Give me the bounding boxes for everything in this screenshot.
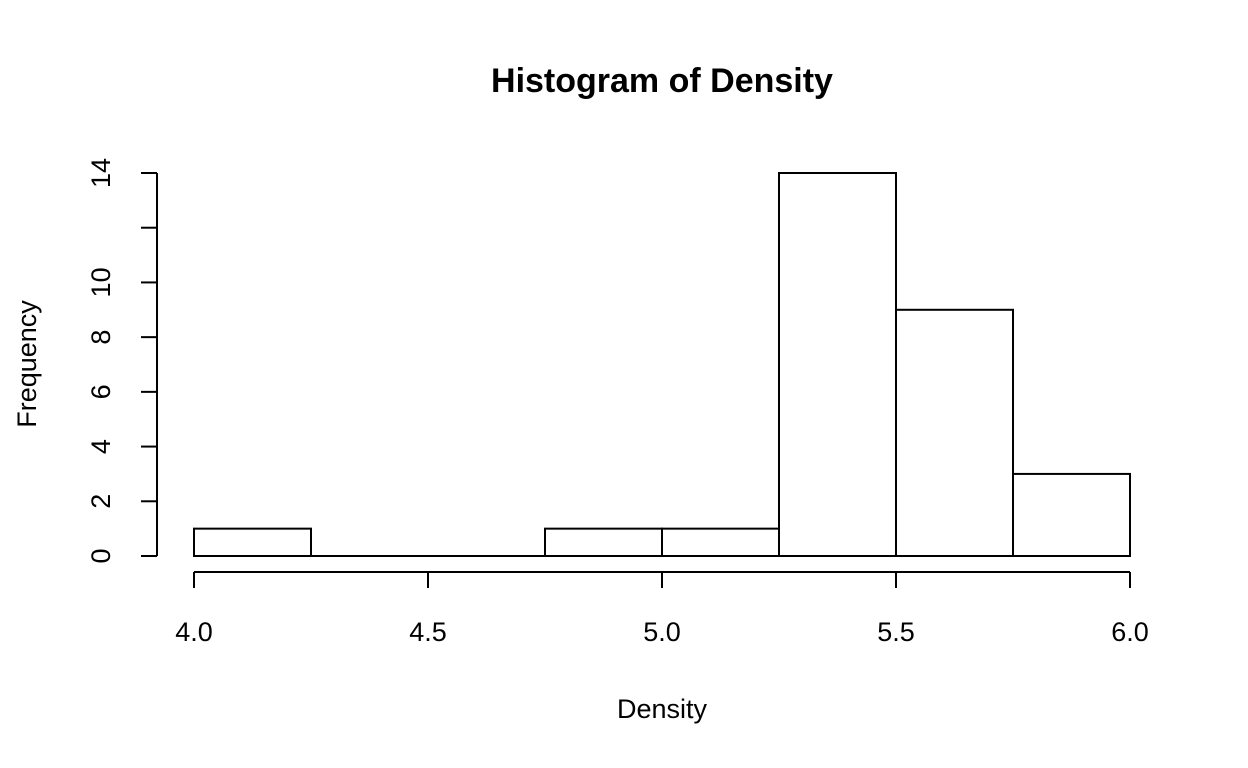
- y-axis: 0 2 4 6 8 10 14: [86, 158, 158, 564]
- histogram-bar: [544, 527, 663, 558]
- x-tick-label: 5.0: [643, 617, 681, 647]
- y-tick-label: 14: [86, 158, 116, 188]
- y-tick-label: 10: [86, 267, 116, 297]
- y-tick-label: 4: [86, 439, 116, 454]
- histogram-bar: [778, 172, 897, 557]
- chart-title: Histogram of Density: [491, 62, 833, 100]
- x-tick-label: 4.5: [409, 617, 447, 647]
- x-axis: 4.0 4.5 5.0 5.5 6.0: [175, 571, 1149, 647]
- x-axis-label: Density: [617, 694, 708, 724]
- y-tick-label: 6: [86, 384, 116, 399]
- histogram-bar: [895, 308, 1014, 557]
- y-axis-label: Frequency: [12, 300, 42, 428]
- x-tick-label: 4.0: [175, 617, 213, 647]
- histogram-bar: [1012, 472, 1131, 557]
- y-tick-label: 2: [86, 494, 116, 509]
- x-tick-label: 6.0: [1111, 617, 1149, 647]
- y-tick-label: 8: [86, 330, 116, 345]
- bars-group: [193, 172, 1131, 558]
- y-tick-label: 0: [86, 548, 116, 563]
- histogram-bar: [661, 527, 780, 558]
- x-tick-label: 5.5: [877, 617, 915, 647]
- histogram-bar: [193, 527, 312, 558]
